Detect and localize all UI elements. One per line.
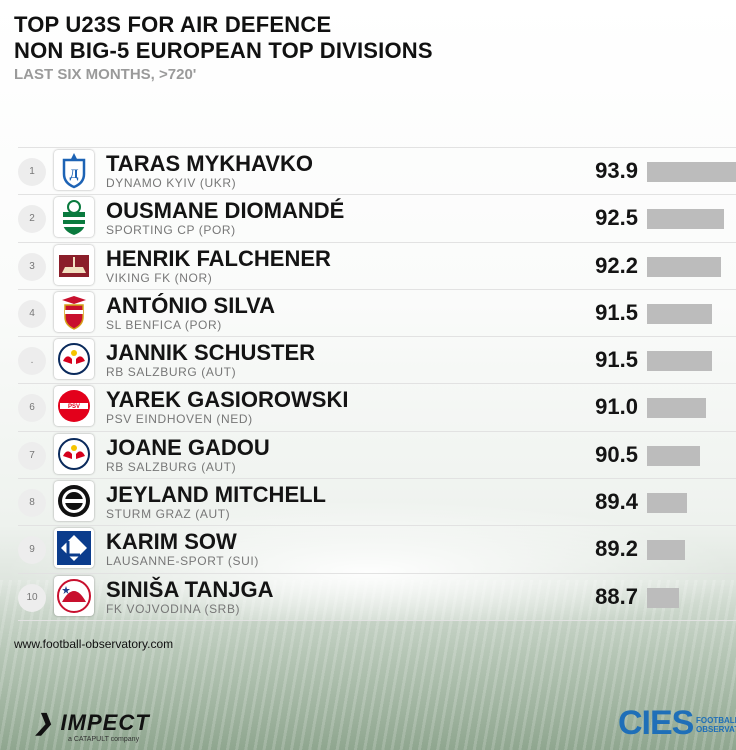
club-name: DYNAMO KYIV (UKR)	[106, 176, 237, 190]
chart-title-line2: NON BIG-5 EUROPEAN TOP DIVISIONS	[14, 38, 433, 63]
table-row: 7 JOANE GADOU RB SALZBURG (AUT) 90.5	[18, 432, 736, 480]
rb-salzburg-logo-icon	[54, 339, 94, 380]
rank-badge: 3	[18, 252, 46, 281]
sturm-graz-logo-icon	[54, 481, 94, 522]
table-row: 10 SINIŠA TANJGA FK VOJVODINA (SRB) 88.7	[18, 574, 736, 621]
score-label: 91.0	[595, 394, 638, 420]
club-name: VIKING FK (NOR)	[106, 270, 213, 285]
source-url[interactable]: www.football-observatory.com	[14, 637, 174, 651]
impect-subtitle: a CATAPULT company	[68, 736, 140, 743]
player-name: HENRIK FALCHENER	[106, 245, 331, 271]
cies-subtitle: FOOTBALL OBSERVATORY	[696, 716, 736, 734]
rb-salzburg-logo-icon	[54, 433, 94, 474]
table-row: 3 HENRIK FALCHENER VIKING FK (NOR) 92.2	[18, 243, 736, 290]
svg-text:PSV: PSV	[68, 404, 80, 410]
psv-logo-icon: PSV	[54, 386, 94, 427]
club-name: FK VOJVODINA (SRB)	[106, 601, 241, 616]
score-bar	[647, 256, 721, 277]
player-name: SINIŠA TANJGA	[106, 576, 274, 602]
player-name: ANTÓNIO SILVA	[106, 292, 276, 318]
club-name: SL BENFICA (POR)	[106, 317, 222, 332]
score-label: 91.5	[595, 347, 638, 373]
score-bar	[647, 162, 736, 182]
player-name: JOANE GADOU	[106, 434, 270, 460]
club-name: SPORTING CP (POR)	[106, 223, 236, 238]
stadium-glow	[0, 500, 736, 620]
club-name: PSV EINDHOVEN (NED)	[106, 412, 253, 427]
cies-wordmark: CIES	[618, 704, 694, 742]
chart-title-line1: TOP U23S FOR AIR DEFENCE	[14, 12, 332, 37]
score-label: 91.5	[595, 299, 638, 325]
rank-badge: 2	[18, 205, 46, 234]
score-bar	[647, 587, 680, 608]
score-bar	[647, 540, 685, 561]
lausanne-sport-logo-icon	[54, 528, 94, 569]
score-bar	[647, 398, 707, 419]
score-bar	[647, 303, 713, 324]
rank-badge: 1	[18, 158, 46, 186]
impect-logo: ❯ IMPECT a CATAPULT company	[34, 710, 150, 743]
sporting-cp-logo-icon	[54, 197, 94, 238]
score-bar	[647, 445, 701, 466]
score-label: 88.7	[595, 583, 638, 609]
rank-badge: 9	[18, 536, 46, 565]
score-label: 89.2	[595, 536, 638, 562]
table-row: 2 OUSMANE DIOMANDÉ SPORTING CP (POR) 92.5	[18, 195, 736, 243]
club-name: RB SALZBURG (AUT)	[106, 459, 237, 474]
rank-badge: 6	[18, 394, 46, 423]
score-bar	[647, 351, 713, 372]
table-row: 4 ANTÓNIO SILVA SL BENFICA (POR) 91.5	[18, 290, 736, 338]
table-row: 6 PSV YAREK GASIOROWSKI PSV EINDHOVEN (NED)…	[18, 384, 736, 432]
player-name: JEYLAND MITCHELL	[106, 482, 326, 508]
vojvodina-logo-icon	[54, 575, 94, 616]
score-bar	[647, 209, 725, 230]
rank-badge: 4	[18, 299, 46, 328]
table-row: 1 Д TARAS MYKHAVKO DYNAMO KYIV (UKR) 93.9	[18, 147, 736, 196]
club-name: LAUSANNE-SPORT (SUI)	[106, 554, 259, 569]
rank-badge: .	[18, 347, 46, 376]
chart-subtitle: LAST SIX MONTHS, >720'	[14, 66, 197, 83]
score-label: 92.2	[595, 252, 638, 278]
player-name: OUSMANE DIOMANDÉ	[106, 198, 345, 224]
table-row: 9 KARIM SOW LAUSANNE-SPORT (SUI) 89.2	[18, 526, 736, 574]
score-bar	[647, 493, 688, 514]
ranking-table: 1 Д TARAS MYKHAVKO DYNAMO KYIV (UKR) 93.9 2 OU…	[18, 147, 736, 621]
viking-fk-logo-icon	[54, 244, 94, 285]
impect-wordmark: ❯ IMPECT	[34, 710, 150, 735]
chart-header: TOP U23S FOR AIR DEFENCE NON BIG-5 EUROP…	[14, 12, 433, 83]
table-row: 8 JEYLAND MITCHELL STURM GRAZ (AUT) 89.4	[18, 479, 736, 527]
dynamo-kyiv-logo-icon: Д	[54, 150, 94, 190]
table-row: . JANNIK SCHUSTER RB SALZBURG (AUT) 91.5	[18, 337, 736, 385]
player-name: TARAS MYKHAVKO	[106, 151, 313, 176]
rank-badge: 7	[18, 441, 46, 470]
svg-text:Д: Д	[70, 166, 79, 181]
score-label: 90.5	[595, 441, 638, 467]
player-name: KARIM SOW	[106, 529, 237, 555]
score-label: 89.4	[595, 489, 638, 515]
rank-badge: 8	[18, 489, 46, 518]
club-name: RB SALZBURG (AUT)	[106, 365, 237, 380]
score-label: 92.5	[595, 205, 638, 231]
player-name: YAREK GASIOROWSKI	[106, 387, 349, 413]
benfica-logo-icon	[54, 291, 94, 332]
player-name: JANNIK SCHUSTER	[106, 340, 316, 366]
score-label: 93.9	[595, 158, 638, 183]
club-name: STURM GRAZ (AUT)	[106, 507, 231, 522]
rank-badge: 10	[18, 583, 46, 612]
cies-logo: CIES FOOTBALL OBSERVATORY	[618, 702, 736, 748]
